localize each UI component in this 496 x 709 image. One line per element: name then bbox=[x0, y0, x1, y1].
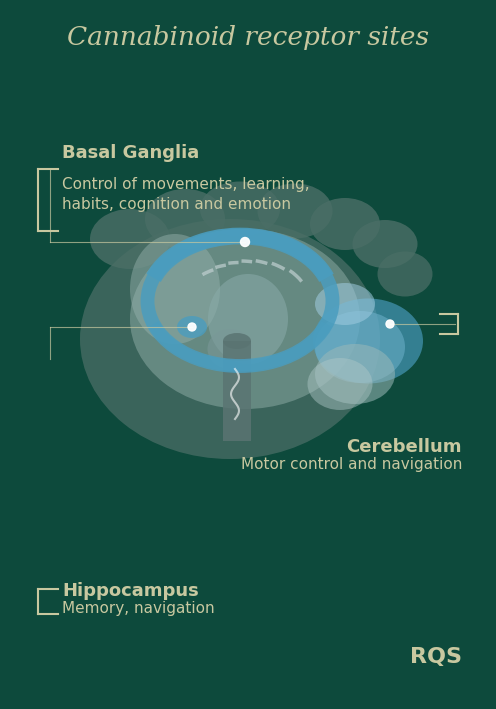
Circle shape bbox=[386, 320, 394, 328]
Ellipse shape bbox=[223, 333, 251, 349]
Ellipse shape bbox=[200, 182, 280, 237]
Circle shape bbox=[241, 238, 249, 247]
Ellipse shape bbox=[315, 311, 405, 383]
Text: Motor control and navigation: Motor control and navigation bbox=[241, 457, 462, 472]
Ellipse shape bbox=[177, 316, 207, 338]
Ellipse shape bbox=[208, 274, 288, 364]
Ellipse shape bbox=[257, 184, 332, 238]
Circle shape bbox=[188, 323, 196, 331]
Text: habits, cognition and emotion: habits, cognition and emotion bbox=[62, 196, 291, 211]
Ellipse shape bbox=[90, 209, 170, 269]
Ellipse shape bbox=[207, 329, 252, 369]
Text: Control of movements, learning,: Control of movements, learning, bbox=[62, 177, 310, 193]
Ellipse shape bbox=[377, 252, 433, 296]
Ellipse shape bbox=[310, 198, 380, 250]
Text: RQS: RQS bbox=[410, 647, 462, 667]
Text: Memory, navigation: Memory, navigation bbox=[62, 601, 215, 617]
Bar bbox=[223, 341, 251, 441]
Ellipse shape bbox=[313, 298, 423, 384]
Ellipse shape bbox=[315, 344, 395, 404]
Ellipse shape bbox=[308, 358, 372, 410]
Text: Basal Ganglia: Basal Ganglia bbox=[62, 144, 199, 162]
Text: Hippocampus: Hippocampus bbox=[62, 582, 199, 600]
Ellipse shape bbox=[353, 220, 418, 268]
Ellipse shape bbox=[80, 219, 380, 459]
Ellipse shape bbox=[130, 234, 220, 344]
Ellipse shape bbox=[130, 229, 360, 409]
Text: Cannabinoid receptor sites: Cannabinoid receptor sites bbox=[67, 25, 429, 50]
Ellipse shape bbox=[315, 283, 375, 325]
Ellipse shape bbox=[145, 189, 225, 249]
Text: Cerebellum: Cerebellum bbox=[347, 438, 462, 456]
